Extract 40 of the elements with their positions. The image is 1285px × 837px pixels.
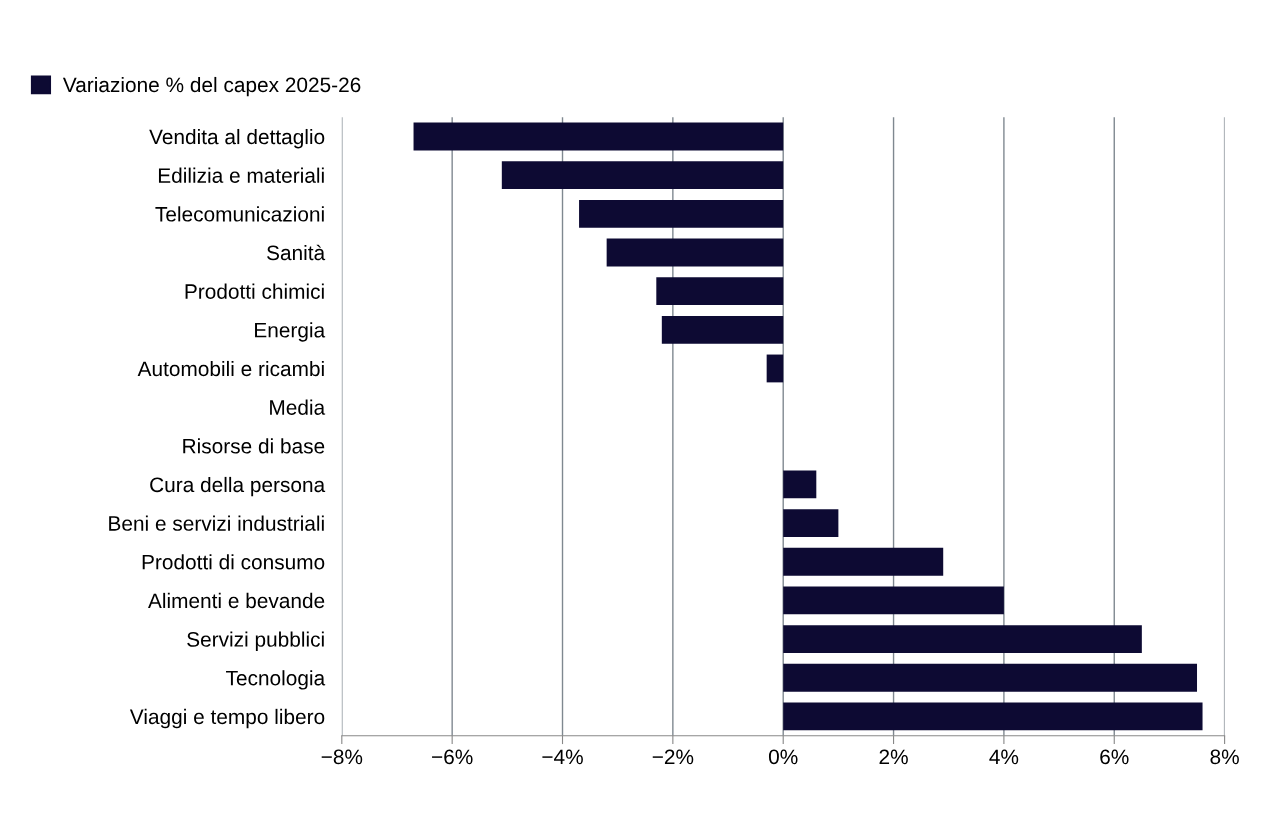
bar [783,470,817,499]
x-tick-label: 2% [879,749,908,765]
bar [413,122,784,151]
y-tick-label: Automobili e ricambi [137,360,324,377]
y-tick-label: Prodotti chimici [185,283,324,299]
bar [606,238,784,267]
y-tick-label: Edilizia e materiali [158,167,324,183]
bar [783,702,1203,731]
y-tick-label: Viaggi e tempo libero [129,708,325,729]
y-tick-label: Tecnologia [226,670,326,690]
bar [656,277,784,306]
bar [501,161,784,190]
y-tick-label: Beni e servizi industriali [109,515,324,531]
y-tick-label: Sanità [267,244,326,261]
x-tick-label: −6% [432,749,473,765]
x-tick-label: −4% [542,749,583,765]
x-tick-label: −2% [652,749,694,765]
bar [783,509,839,538]
legend-label: Variazione % del capex 2025-26 [62,76,361,97]
bar [783,586,1004,615]
x-tick-label: −8% [321,749,363,765]
y-tick-label: Energia [255,322,326,342]
bar [661,315,784,344]
y-tick-label: Cura della persona [150,476,326,497]
x-tick-label: 8% [1210,749,1239,765]
y-tick-label: Prodotti di consumo [142,554,325,570]
y-tick-label: Vendita al dettaglio [149,128,325,149]
bar [783,625,1142,653]
bar [766,354,784,383]
bar [579,199,784,228]
x-tick-label: 6% [1100,749,1129,765]
x-tick-label: 0% [768,749,798,765]
bar [783,547,944,576]
bar [783,663,1198,692]
y-tick-label: Media [270,399,326,415]
x-tick-label: 4% [989,749,1019,765]
y-tick-label: Alimenti e bevande [148,592,325,609]
y-tick-label: Telecomunicazioni [155,206,324,222]
y-tick-label: Risorse di base [183,438,325,454]
y-tick-label: Servizi pubblici [187,631,324,651]
